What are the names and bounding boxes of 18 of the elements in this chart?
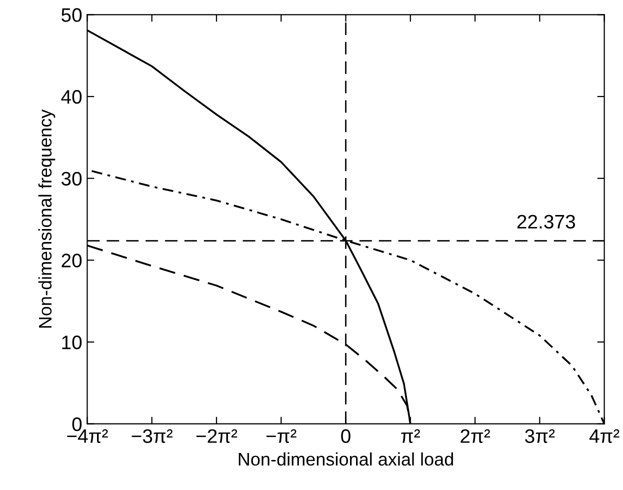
x-tick-label: 0	[341, 429, 350, 443]
x-tick-label: π²	[401, 429, 420, 443]
x-tick-label: 4π²	[589, 429, 620, 443]
y-axis-title: Non-dimensional frequency	[38, 109, 56, 328]
x-tick-label: 2π²	[460, 429, 490, 443]
y-tick-label: 40	[61, 90, 82, 104]
y-tick-label: 0	[72, 417, 82, 432]
y-tick-label: 50	[62, 8, 82, 22]
annotation: 22.373	[517, 214, 576, 229]
y-tick-label: 30	[61, 172, 82, 186]
y-tick-label: 10	[62, 335, 82, 350]
x-axis-title: Non-dimensional axial load	[238, 452, 454, 466]
x-tick-label: −2π²	[196, 429, 238, 443]
x-tick-label: −4π²	[67, 429, 108, 443]
x-tick-label: 3π²	[525, 429, 555, 443]
y-tick-label: 20	[62, 254, 82, 268]
x-tick-label: −3π²	[132, 429, 173, 443]
x-tick-label: −π²	[266, 429, 296, 443]
